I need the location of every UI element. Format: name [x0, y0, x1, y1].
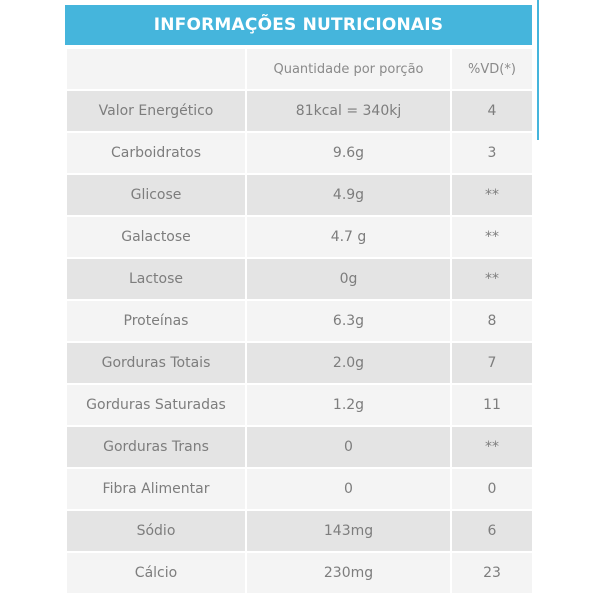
header-row: Quantidade por porção %VD(*) — [65, 47, 534, 91]
table-row: Galactose 4.7 g ** — [65, 215, 534, 259]
table-cell: 0 — [245, 467, 452, 511]
table-cell: ** — [450, 173, 534, 217]
table-cell: 6.3g — [245, 299, 452, 343]
table-row: Gorduras Trans 0 ** — [65, 425, 534, 469]
table-cell: 143mg — [245, 509, 452, 553]
table-row: Cálcio 230mg 23 — [65, 551, 534, 595]
table-cell: ** — [450, 257, 534, 301]
accent-bar — [537, 0, 539, 140]
table-row: Proteínas 6.3g 8 — [65, 299, 534, 343]
table-cell: 3 — [450, 131, 534, 175]
table-cell: ** — [450, 215, 534, 259]
table-cell: Gorduras Saturadas — [65, 383, 247, 427]
table-cell: 2.0g — [245, 341, 452, 385]
table-cell: Galactose — [65, 215, 247, 259]
panel-title: INFORMAÇÕES NUTRICIONAIS — [65, 5, 532, 45]
table-cell: Cálcio — [65, 551, 247, 595]
table-cell: Fibra Alimentar — [65, 467, 247, 511]
header-cell — [65, 47, 247, 91]
table-cell: 11 — [450, 383, 534, 427]
table-cell: 0 — [245, 425, 452, 469]
table-cell: Proteínas — [65, 299, 247, 343]
table-cell: ** — [450, 425, 534, 469]
table-cell: 4 — [450, 89, 534, 133]
table-cell: 8 — [450, 299, 534, 343]
table-cell: 4.7 g — [245, 215, 452, 259]
table-cell: 0g — [245, 257, 452, 301]
table-cell: 81kcal = 340kj — [245, 89, 452, 133]
table-cell: 6 — [450, 509, 534, 553]
table-body: Quantidade por porção %VD(*) Valor Energét… — [65, 47, 534, 595]
table-row: Glicose 4.9g ** — [65, 173, 534, 217]
table-row: Gorduras Saturadas 1.2g 11 — [65, 383, 534, 427]
table-cell: 7 — [450, 341, 534, 385]
table-cell: Gorduras Trans — [65, 425, 247, 469]
table-cell: 23 — [450, 551, 534, 595]
table-cell: 0 — [450, 467, 534, 511]
table-cell: 230mg — [245, 551, 452, 595]
table-cell: 4.9g — [245, 173, 452, 217]
table-row: Gorduras Totais 2.0g 7 — [65, 341, 534, 385]
table-cell: Gorduras Totais — [65, 341, 247, 385]
table-row: Lactose 0g ** — [65, 257, 534, 301]
header-cell: Quantidade por porção — [245, 47, 452, 91]
nutrition-table: Quantidade por porção %VD(*) Valor Energét… — [65, 47, 534, 595]
table-row: Valor Energético 81kcal = 340kj 4 — [65, 89, 534, 133]
table-cell: Glicose — [65, 173, 247, 217]
nutrition-panel: INFORMAÇÕES NUTRICIONAIS Quantidade por … — [65, 5, 534, 595]
header-cell: %VD(*) — [450, 47, 534, 91]
table-cell: 1.2g — [245, 383, 452, 427]
table-cell: Carboidratos — [65, 131, 247, 175]
table-cell: Sódio — [65, 509, 247, 553]
table-cell: Valor Energético — [65, 89, 247, 133]
table-row: Carboidratos 9.6g 3 — [65, 131, 534, 175]
table-cell: 9.6g — [245, 131, 452, 175]
table-row: Sódio 143mg 6 — [65, 509, 534, 553]
table-row: Fibra Alimentar 0 0 — [65, 467, 534, 511]
table-cell: Lactose — [65, 257, 247, 301]
